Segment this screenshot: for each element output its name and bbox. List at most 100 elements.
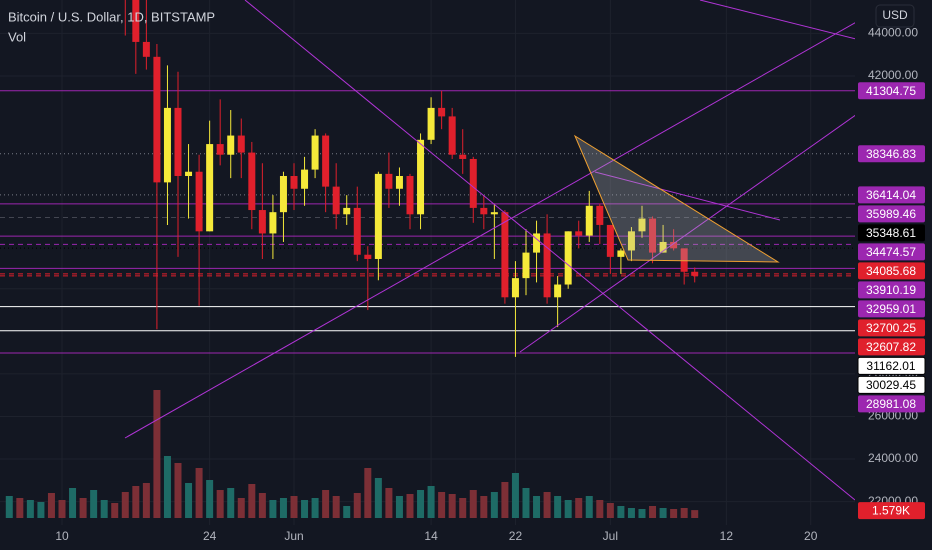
volume-bar (132, 486, 140, 518)
candle-body (649, 218, 657, 253)
trend-line (124, 22, 855, 439)
level-label: 30029.45 (866, 378, 916, 392)
axes: 44000.0042000.0032000.0028000.0026000.00… (0, 26, 932, 550)
volume-bar (237, 498, 245, 518)
volume-bar (638, 509, 646, 518)
candle-body (216, 144, 224, 155)
candle-body (691, 271, 699, 276)
x-tick-label: 12 (720, 529, 734, 543)
volume-bar (174, 463, 182, 518)
volume-bar (417, 490, 425, 518)
candle-body (374, 173, 382, 259)
candle-body (501, 212, 509, 298)
volume-bar (279, 498, 287, 518)
candle-body (427, 107, 435, 140)
x-tick-label: 22 (509, 529, 523, 543)
chart-title: Bitcoin / U.S. Dollar, 1D, BITSTAMP (8, 9, 215, 24)
candle-body (585, 205, 593, 236)
candle-body (617, 250, 625, 257)
trend-line (244, 0, 855, 501)
volume-bar (153, 390, 161, 518)
volume-bar (16, 498, 24, 518)
volume-bar (511, 473, 519, 518)
candle-body (596, 205, 604, 225)
level-label-bg (857, 356, 926, 375)
candle-body (269, 212, 277, 234)
volume-bar (290, 496, 298, 518)
candle-body (575, 231, 583, 236)
level-label: 32700.25 (866, 321, 916, 335)
level-label-bg (858, 82, 925, 100)
candle-body (185, 171, 193, 176)
level-label-bg (858, 319, 925, 337)
volume-bar (90, 490, 98, 518)
x-tick-label: 10 (55, 529, 69, 543)
candle-body (638, 218, 646, 232)
currency-label[interactable]: USD (882, 8, 908, 22)
volume-bar (121, 492, 129, 518)
volume-bar (543, 492, 551, 518)
volume-bar (374, 478, 382, 518)
candle-body (163, 107, 171, 183)
volume-bar (680, 508, 688, 518)
level-label-bg (858, 338, 925, 356)
volume-bar (596, 500, 604, 518)
candle-body (322, 135, 330, 187)
candle-body (606, 224, 614, 257)
indicator-label: Vol (8, 29, 26, 44)
level-label-bg (858, 300, 925, 318)
volume-bar (490, 492, 498, 518)
volume-bar (195, 468, 203, 518)
candle-body (627, 231, 635, 251)
candle-body (279, 175, 287, 213)
volume-bar (111, 503, 119, 518)
x-tick-label: 14 (424, 529, 438, 543)
volume-bar (617, 506, 625, 518)
level-label: 35348.61 (866, 226, 916, 240)
candle-body (153, 56, 161, 183)
candle-body (438, 107, 446, 117)
volume-bar (606, 503, 614, 518)
candle-body (511, 278, 519, 298)
candle-body (364, 254, 372, 259)
volume-bar (627, 508, 635, 518)
volume-bar (385, 488, 393, 518)
candle-body (564, 231, 572, 285)
y-tick-label: 24000.00 (868, 451, 918, 465)
volume-bar (269, 500, 277, 518)
candle-body (459, 154, 467, 159)
volume-bar (533, 496, 541, 518)
currency-button[interactable] (875, 4, 915, 28)
level-label-bg (858, 262, 925, 280)
volume-bar (332, 496, 340, 518)
candle-body (142, 41, 150, 57)
volume-pane (5, 390, 699, 518)
level-label-bg (858, 395, 925, 413)
volume-bar (5, 496, 13, 518)
volume-bar (564, 500, 572, 518)
volume-bar (163, 456, 171, 518)
volume-bar (58, 500, 66, 518)
level-label-bg (858, 224, 925, 242)
volume-bar (216, 490, 224, 518)
candle-body (227, 135, 235, 155)
candle-body (670, 241, 678, 249)
volume-bar (353, 493, 361, 518)
candle-body (522, 252, 530, 279)
candle-body (258, 210, 266, 234)
candle-body (533, 233, 541, 253)
level-label-bg (857, 375, 926, 394)
volume-bar (311, 498, 319, 518)
volume-bar (343, 506, 351, 518)
candles (124, 0, 699, 357)
volume-bar (206, 480, 214, 518)
volume-bar (301, 500, 309, 518)
level-label: 32959.01 (866, 302, 916, 316)
x-tick-label: 20 (804, 529, 818, 543)
candle-body (237, 135, 245, 153)
volume-bar (649, 506, 657, 518)
volume-bar (69, 488, 77, 518)
level-label-bg (858, 205, 925, 223)
candle-body (174, 107, 182, 176)
volume-bar (79, 498, 87, 518)
